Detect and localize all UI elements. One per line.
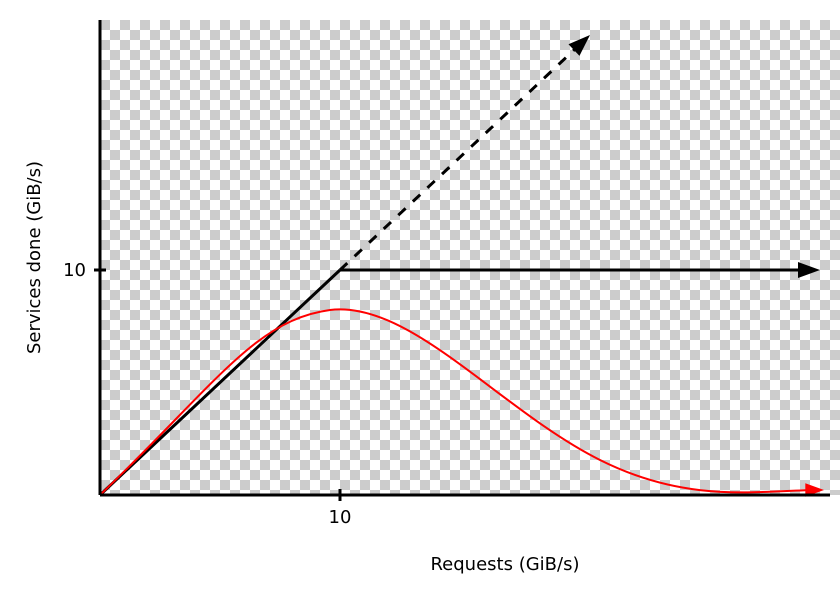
chart-svg: 10 10 Requests (GiB/s) Services done (Gi…: [0, 0, 840, 616]
y-axis-label: Services done (GiB/s): [24, 161, 45, 354]
y-tick-label: 10: [63, 260, 86, 281]
thrashing-chart: 10 10 Requests (GiB/s) Services done (Gi…: [0, 0, 840, 616]
x-axis-label: Requests (GiB/s): [430, 554, 579, 575]
plot-background: [100, 20, 840, 495]
x-tick-label: 10: [329, 507, 352, 528]
